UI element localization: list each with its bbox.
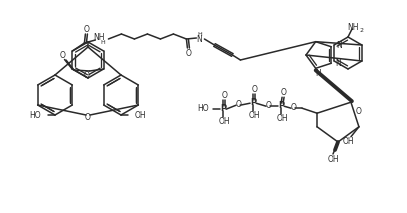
Text: P: P (220, 104, 226, 113)
Text: O: O (221, 91, 227, 100)
Text: HO: HO (197, 104, 209, 113)
Text: 2: 2 (360, 27, 364, 33)
Text: OH: OH (218, 117, 230, 126)
Text: O: O (265, 101, 271, 110)
Text: NH: NH (347, 23, 359, 32)
Text: P: P (250, 98, 256, 107)
Text: O: O (251, 85, 257, 94)
Text: O: O (85, 112, 91, 121)
Text: N: N (197, 35, 202, 43)
Text: O: O (84, 71, 90, 79)
Text: NH: NH (94, 33, 105, 42)
Text: H: H (197, 32, 202, 36)
Text: O: O (235, 100, 241, 109)
Text: P: P (278, 101, 284, 110)
Text: OH: OH (135, 111, 147, 119)
Text: OH: OH (248, 111, 260, 120)
Text: N: N (336, 40, 342, 49)
Text: H: H (100, 39, 105, 45)
Text: O: O (186, 49, 191, 58)
Text: OH: OH (276, 114, 288, 123)
Text: OH: OH (343, 137, 355, 146)
Text: O: O (280, 88, 286, 97)
Text: O: O (83, 24, 90, 33)
Text: O: O (356, 107, 362, 116)
Text: OH: OH (327, 155, 339, 164)
Text: N: N (335, 59, 341, 68)
Text: O: O (60, 52, 66, 60)
Text: N: N (315, 69, 321, 78)
Text: HO: HO (29, 111, 41, 119)
Text: O: O (290, 103, 296, 112)
